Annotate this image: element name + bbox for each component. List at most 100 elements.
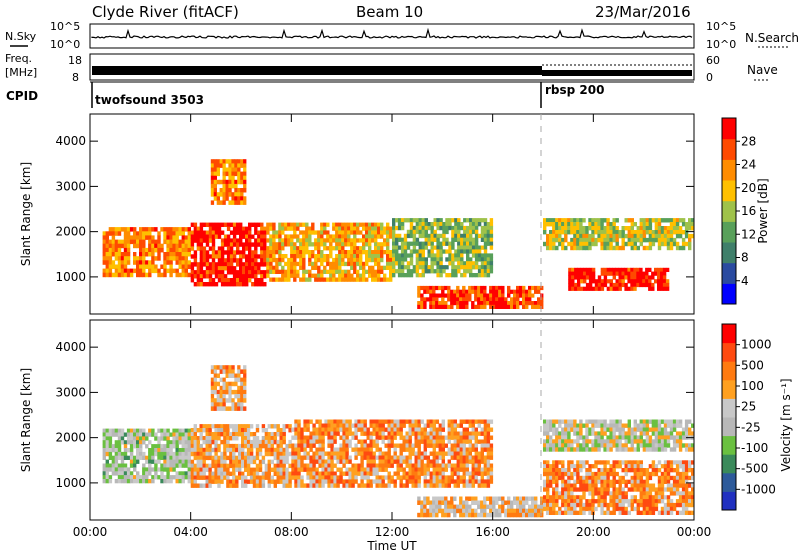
- data-cell: [309, 455, 313, 460]
- data-cell: [235, 455, 239, 461]
- data-cell: [415, 229, 420, 235]
- data-cell: [245, 238, 249, 243]
- data-cell: [549, 218, 553, 223]
- data-cell: [318, 451, 322, 456]
- data-cell: [435, 504, 439, 510]
- data-cell: [633, 237, 637, 243]
- data-cell: [222, 183, 226, 189]
- data-cell: [300, 427, 304, 432]
- data-cell: [438, 479, 442, 484]
- data-cell: [377, 269, 381, 274]
- data-cell: [175, 243, 179, 249]
- data-cell: [522, 285, 526, 291]
- data-cell: [474, 443, 478, 448]
- data-cell: [226, 479, 230, 484]
- data-cell: [645, 423, 650, 428]
- data-cell: [254, 254, 258, 259]
- data-cell: [317, 242, 321, 247]
- data-cell: [347, 277, 351, 282]
- data-cell: [327, 483, 331, 488]
- data-cell: [108, 268, 113, 274]
- data-cell: [435, 508, 439, 514]
- data-cell: [208, 424, 212, 429]
- data-cell: [187, 455, 191, 460]
- data-cell: [519, 500, 523, 505]
- data-cell: [231, 179, 235, 185]
- data-cell: [415, 257, 420, 262]
- data-cell: [600, 241, 604, 247]
- data-cell: [570, 464, 574, 469]
- data-cell: [120, 428, 125, 433]
- data-cell: [306, 419, 310, 424]
- data-cell: [450, 423, 454, 428]
- data-cell: [558, 431, 562, 436]
- data-cell: [219, 179, 223, 185]
- data-cell: [468, 439, 472, 444]
- data-cell: [588, 471, 592, 477]
- data-cell: [420, 451, 424, 456]
- data-cell: [354, 455, 358, 460]
- data-cell: [187, 432, 191, 437]
- data-cell: [414, 471, 418, 476]
- data-cell: [480, 431, 484, 436]
- data-cell: [432, 500, 436, 505]
- data-cell: [444, 443, 448, 448]
- data-cell: [654, 439, 659, 444]
- data-cell: [217, 463, 221, 469]
- data-cell: [117, 444, 122, 449]
- data-cell: [193, 471, 197, 476]
- data-cell: [546, 464, 550, 469]
- data-cell: [321, 475, 325, 480]
- data-cell: [120, 256, 125, 261]
- data-cell: [241, 479, 245, 484]
- data-cell: [463, 225, 467, 231]
- data-cell: [223, 234, 228, 239]
- data-cell: [483, 241, 488, 246]
- data-cell: [102, 475, 106, 480]
- colorbar-tick-label: 4: [741, 274, 749, 288]
- data-cell: [591, 423, 595, 428]
- data-cell: [409, 257, 414, 262]
- data-cell: [263, 282, 267, 287]
- data-cell: [114, 247, 119, 253]
- data-cell: [597, 286, 602, 291]
- data-cell: [462, 459, 466, 464]
- data-cell: [240, 200, 244, 205]
- data-cell: [421, 257, 425, 262]
- data-cell: [606, 443, 610, 448]
- data-cell: [123, 463, 128, 468]
- data-cell: [444, 451, 448, 456]
- data-cell: [441, 301, 445, 306]
- data-cell: [439, 249, 443, 254]
- data-cell: [169, 467, 173, 472]
- data-cell: [166, 444, 170, 449]
- data-cell: [454, 237, 458, 242]
- data-cell: [243, 385, 247, 391]
- data-cell: [172, 247, 176, 253]
- data-cell: [208, 455, 212, 461]
- data-cell: [597, 218, 601, 223]
- data-cell: [333, 419, 337, 424]
- data-cell: [126, 432, 131, 437]
- data-cell: [375, 419, 379, 424]
- data-cell: [190, 222, 195, 227]
- data-cell: [240, 385, 244, 391]
- data-cell: [552, 439, 556, 444]
- data-cell: [111, 252, 116, 257]
- data-cell: [332, 238, 336, 243]
- data-cell: [287, 238, 291, 243]
- data-cell: [387, 419, 391, 424]
- data-cell: [489, 512, 493, 518]
- data-cell: [282, 447, 286, 453]
- data-cell: [558, 435, 562, 440]
- data-cell: [426, 297, 430, 302]
- data-cell: [305, 230, 309, 235]
- data-cell: [630, 271, 634, 276]
- data-cell: [477, 222, 482, 227]
- data-cell: [302, 234, 306, 239]
- data-cell: [651, 423, 656, 428]
- data-cell: [172, 268, 176, 274]
- data-cell: [225, 389, 229, 395]
- data-cell: [178, 475, 182, 480]
- data-cell: [312, 439, 316, 444]
